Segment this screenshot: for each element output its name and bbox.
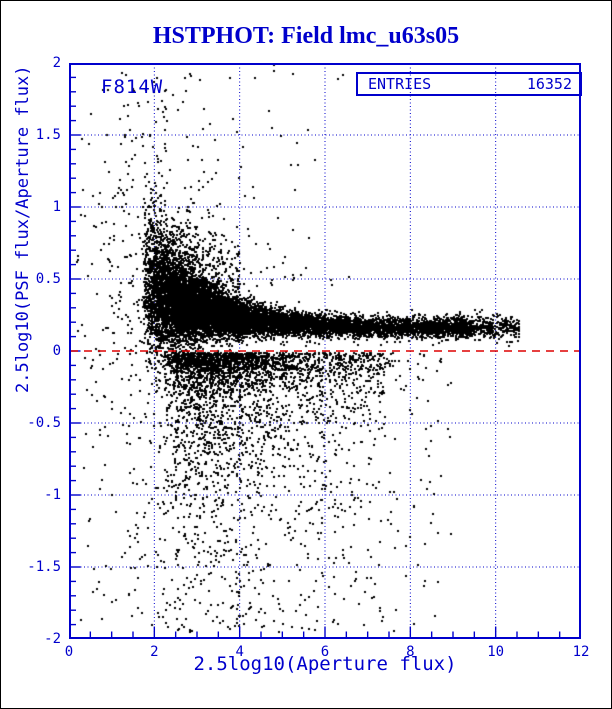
y-tick-label: 1.5 <box>35 127 61 143</box>
x-tick-label: 12 <box>572 644 590 660</box>
x-axis-title: 2.5log10(Aperture flux) <box>193 653 457 675</box>
filter-label: F814W <box>101 76 164 98</box>
y-axis-title: 2.5log10(PSF flux/Aperture flux) <box>13 65 33 393</box>
x-tick-label: 4 <box>235 644 244 660</box>
y-tick-label: -1 <box>44 487 61 503</box>
stats-value: 16352 <box>526 75 572 93</box>
y-tick-label: -0.5 <box>27 415 61 431</box>
x-tick-label: 10 <box>487 644 505 660</box>
y-tick-label: -1.5 <box>27 559 61 575</box>
y-tick-label: 0 <box>52 343 61 359</box>
y-tick-label: 0.5 <box>35 271 61 287</box>
y-tick-label: -2 <box>44 631 61 647</box>
y-tick-label: 1 <box>52 199 61 215</box>
x-tick-label: 0 <box>64 644 74 660</box>
stats-box: ENTRIES 16352 <box>356 72 582 96</box>
stats-label: ENTRIES <box>368 75 432 93</box>
y-tick-label: 2 <box>52 55 61 71</box>
x-tick-label: 8 <box>406 644 415 660</box>
x-tick-label: 6 <box>320 644 330 660</box>
x-tick-label: 2 <box>150 644 159 660</box>
plot-area: F814W ENTRIES 16352 <box>69 63 582 639</box>
page-title: HSTPHOT: Field lmc_u63s05 <box>152 23 460 49</box>
plot-frame <box>69 63 581 639</box>
